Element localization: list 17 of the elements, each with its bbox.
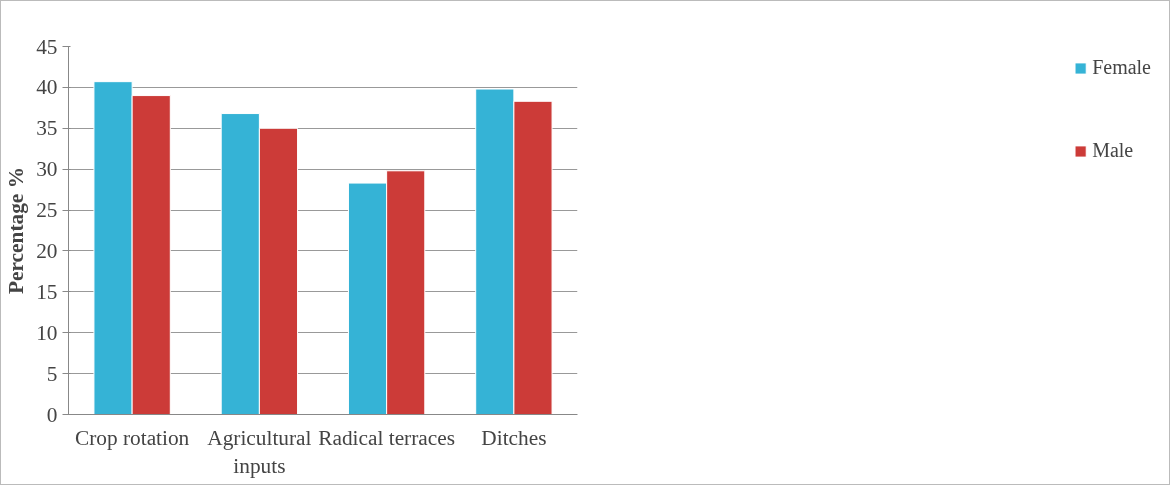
y-tick-label: 30 — [36, 157, 58, 182]
y-tick-label: 15 — [36, 279, 58, 304]
x-tick-label: Radical terraces — [318, 425, 456, 450]
x-tick-label: Crop rotation — [74, 425, 190, 450]
legend-label: Female — [1092, 56, 1151, 79]
y-tick-label: 5 — [46, 361, 58, 386]
x-tick-label: Agricultural inputs — [207, 425, 312, 479]
x-tick-label: Ditches — [481, 425, 547, 450]
y-tick-label: 25 — [36, 198, 58, 223]
legend-label: Male — [1092, 139, 1134, 162]
y-axis-title: Percentage % — [4, 167, 29, 294]
y-tick-label: 45 — [36, 34, 58, 59]
y-tick-label: 40 — [36, 75, 58, 100]
y-tick-label: 35 — [36, 116, 58, 141]
y-tick-label: 0 — [46, 402, 58, 427]
y-tick-label: 20 — [36, 238, 58, 263]
y-tick-label: 10 — [36, 320, 58, 345]
